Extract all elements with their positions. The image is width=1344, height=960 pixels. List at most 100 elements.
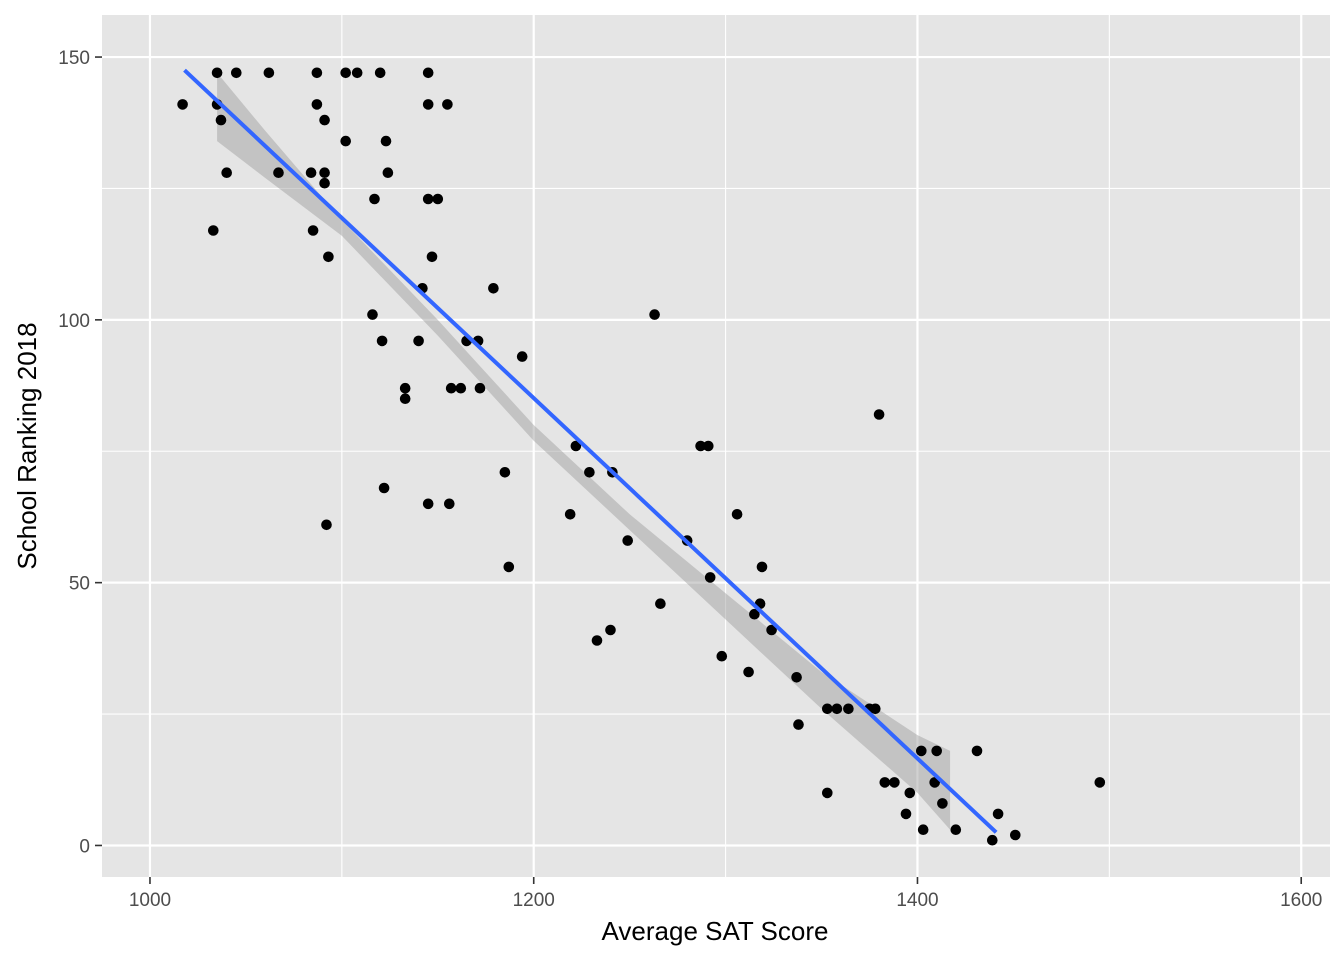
data-point — [822, 703, 833, 715]
y-tick-label: 150 — [58, 48, 90, 69]
data-point — [323, 251, 334, 263]
data-point — [793, 719, 804, 730]
data-point — [455, 382, 467, 394]
data-point — [422, 67, 434, 79]
data-point — [426, 251, 438, 263]
y-tick-label: 100 — [58, 311, 90, 332]
data-point — [950, 824, 962, 835]
data-point — [211, 67, 223, 79]
data-point — [311, 67, 323, 79]
data-point — [1010, 829, 1021, 841]
data-point — [444, 498, 455, 510]
data-point — [442, 99, 453, 110]
data-point — [743, 666, 754, 678]
data-point — [263, 67, 275, 79]
data-point — [716, 650, 728, 662]
data-point — [413, 335, 424, 347]
major-gridlines — [102, 15, 1330, 877]
data-point — [655, 598, 666, 609]
data-point — [971, 745, 983, 757]
data-point — [399, 382, 411, 394]
regression-line — [183, 68, 998, 834]
data-point — [422, 498, 434, 510]
data-point — [321, 519, 332, 531]
data-point — [900, 808, 912, 820]
data-point — [916, 745, 927, 757]
data-point — [380, 135, 392, 147]
data-point — [766, 624, 777, 636]
data-point — [564, 509, 576, 520]
data-point — [749, 608, 760, 620]
data-point — [177, 99, 188, 110]
data-point — [319, 114, 330, 126]
data-point — [340, 67, 352, 79]
data-point — [305, 167, 317, 178]
x-axis: 1000 1200 1400 1600 — [129, 877, 1322, 911]
data-point — [831, 703, 843, 715]
x-tick-label: 1600 — [1280, 890, 1322, 911]
data-point — [369, 193, 380, 205]
y-axis-title: School Ranking 2018 — [12, 322, 42, 569]
y-tick-label: 0 — [79, 836, 90, 857]
data-point — [704, 572, 716, 583]
data-point — [516, 351, 528, 362]
data-point — [992, 808, 1004, 820]
data-point — [351, 67, 363, 79]
data-point — [474, 382, 486, 394]
data-point — [382, 167, 394, 178]
data-point — [422, 193, 434, 205]
data-point — [879, 777, 891, 788]
data-point — [591, 635, 603, 646]
data-point — [889, 777, 900, 788]
minor-gridlines — [102, 15, 1330, 877]
x-axis-title: Average SAT Score — [602, 916, 829, 946]
plot-panel — [102, 15, 1330, 877]
data-point — [1094, 777, 1106, 788]
data-point — [731, 509, 743, 520]
data-point — [367, 309, 378, 320]
x-tick-label: 1400 — [896, 890, 938, 911]
data-point — [605, 624, 616, 636]
data-point — [503, 561, 515, 573]
data-point — [791, 672, 802, 683]
data-point — [208, 225, 219, 236]
data-point — [231, 67, 242, 79]
x-tick-label: 1200 — [513, 890, 555, 911]
data-point — [422, 99, 434, 110]
data-point — [273, 167, 284, 178]
data-point — [432, 193, 444, 205]
x-tick-label: 1000 — [129, 890, 171, 911]
data-points — [177, 67, 1106, 846]
data-point — [399, 393, 411, 405]
data-point — [488, 283, 499, 294]
data-point — [340, 135, 352, 147]
data-point — [703, 440, 714, 452]
data-point — [987, 834, 998, 846]
data-point — [843, 703, 854, 715]
y-axis: 0 50 100 150 — [58, 48, 102, 857]
data-point — [931, 745, 942, 757]
data-point — [622, 535, 633, 546]
data-point — [756, 561, 768, 573]
data-point — [873, 409, 885, 420]
data-point — [937, 798, 948, 809]
data-point — [319, 177, 330, 189]
data-point — [870, 703, 881, 715]
data-point — [904, 787, 916, 799]
data-point — [221, 167, 232, 178]
data-point — [499, 467, 511, 478]
data-point — [822, 787, 833, 799]
data-point — [319, 167, 330, 178]
data-point — [584, 467, 595, 478]
data-point — [917, 824, 929, 835]
data-point — [378, 482, 390, 494]
data-point — [311, 99, 323, 110]
confidence-band — [217, 72, 951, 830]
data-point — [695, 440, 706, 452]
data-point — [307, 225, 319, 236]
data-point — [445, 382, 457, 394]
data-point — [215, 114, 227, 126]
data-point — [649, 309, 660, 320]
data-point — [374, 67, 386, 79]
